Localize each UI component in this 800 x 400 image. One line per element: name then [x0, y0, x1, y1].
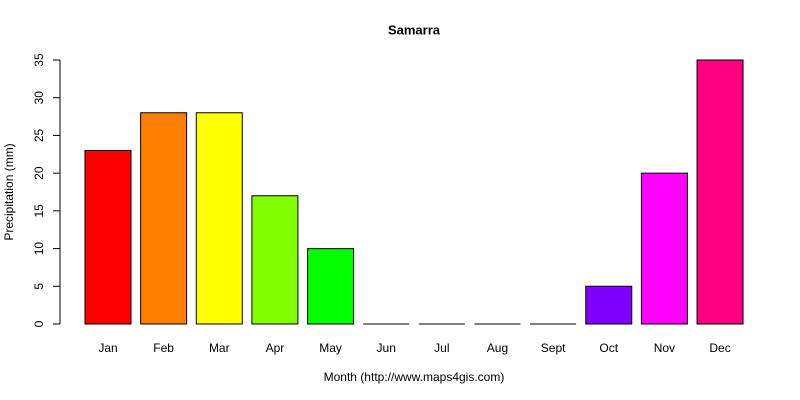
bar [585, 285, 633, 325]
x-tick-label: Jan [98, 341, 117, 355]
x-tick-label: Sept [541, 341, 566, 355]
x-tick-label: Apr [266, 341, 285, 355]
bar [696, 59, 744, 325]
x-tick-label: Jul [434, 341, 449, 355]
y-tick-label: 5 [32, 283, 46, 290]
bar [140, 112, 188, 325]
y-axis-title: Precipitation (mm) [2, 143, 16, 240]
chart-title: Samarra [388, 22, 441, 37]
x-tick-label: Nov [654, 341, 675, 355]
x-tick-label: May [319, 341, 342, 355]
y-tick-label: 0 [32, 320, 46, 327]
x-tick-label: Mar [209, 341, 230, 355]
bar [640, 172, 688, 325]
y-tick-label: 20 [32, 166, 46, 180]
y-tick-label: 10 [32, 242, 46, 256]
bar [84, 150, 132, 325]
bar [307, 248, 355, 325]
x-axis-title: Month (http://www.maps4gis.com) [324, 370, 505, 384]
y-tick-label: 30 [32, 91, 46, 105]
y-tick-label: 35 [32, 53, 46, 67]
bar [195, 112, 243, 325]
y-tick-label: 25 [32, 128, 46, 142]
x-tick-label: Oct [599, 341, 618, 355]
y-tick-label: 15 [32, 204, 46, 218]
x-tick-label: Feb [153, 341, 174, 355]
x-tick-label: Dec [709, 341, 730, 355]
bar [251, 195, 299, 325]
x-tick-label: Aug [487, 341, 508, 355]
x-tick-label: Jun [377, 341, 396, 355]
